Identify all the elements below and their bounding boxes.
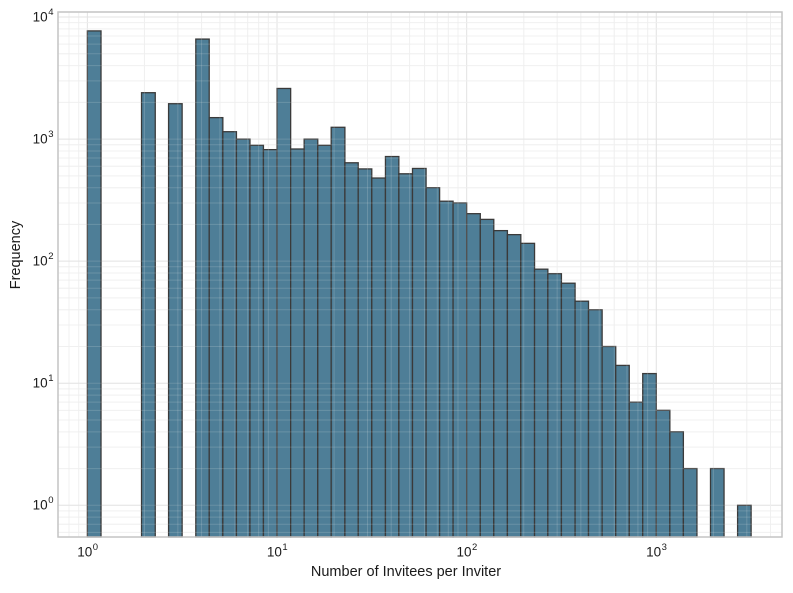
histogram-bar — [655, 409, 671, 538]
histogram-bar — [262, 148, 278, 538]
x-tick-label: 101 — [266, 542, 288, 560]
y-tick-label: 103 — [32, 129, 54, 147]
histogram-bar — [208, 116, 224, 538]
histogram-bar — [344, 162, 359, 538]
histogram-bar — [682, 467, 698, 538]
histogram-bar — [140, 92, 156, 538]
histogram-bar — [249, 144, 265, 538]
histogram-bar — [574, 300, 590, 538]
histogram-bar — [520, 242, 536, 538]
y-tick-label: 100 — [32, 495, 54, 513]
y-tick-label: 102 — [32, 251, 54, 269]
histogram-bar — [303, 138, 319, 538]
histogram-bar — [276, 87, 292, 538]
histogram-bar — [167, 103, 183, 538]
histogram-bar — [452, 202, 468, 538]
x-axis-title: Number of Invitees per Inviter — [310, 564, 502, 580]
y-tick-label: 101 — [32, 373, 54, 391]
histogram-bar — [493, 229, 509, 538]
histogram-bar — [438, 200, 454, 538]
histogram-bar — [290, 148, 305, 538]
histogram-bar — [709, 467, 725, 538]
histogram-bar — [466, 213, 481, 538]
histogram-bar — [317, 144, 332, 538]
histogram-bar — [411, 167, 427, 538]
histogram-bar — [222, 131, 238, 538]
histogram-bar — [601, 345, 617, 538]
histogram-bar — [86, 30, 102, 538]
histogram-bar — [371, 177, 387, 538]
x-tick-label: 102 — [456, 542, 478, 560]
y-tick-label: 104 — [32, 7, 54, 25]
histogram-bar — [398, 173, 414, 538]
histogram-bar — [669, 431, 685, 538]
x-tick-label: 103 — [646, 542, 667, 560]
histogram-bar — [587, 309, 603, 538]
panel-border — [57, 11, 783, 538]
histogram-bar — [547, 273, 563, 538]
histogram-bar — [642, 372, 657, 538]
histogram-bar — [330, 126, 346, 538]
x-tick-label: 100 — [77, 542, 99, 560]
